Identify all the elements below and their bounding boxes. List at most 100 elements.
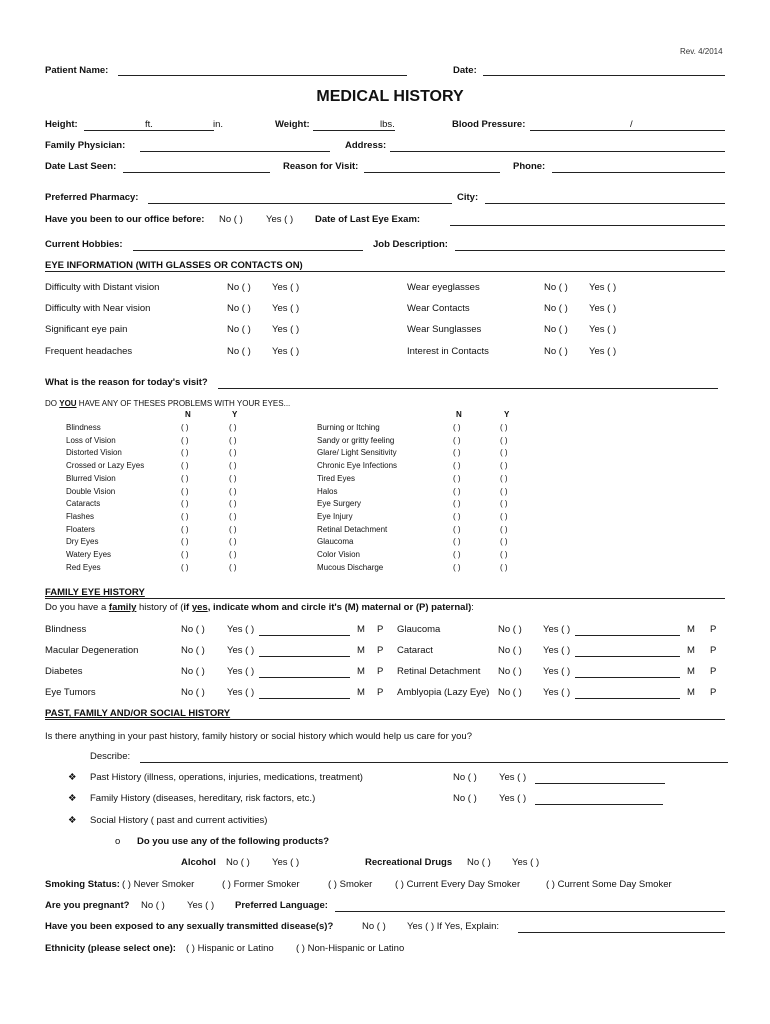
problem-yes-checkbox[interactable]: ( ) [500,448,508,458]
problem-no-checkbox[interactable]: ( ) [181,550,189,559]
problem-yes-checkbox[interactable]: ( ) [229,423,237,432]
maternal-option[interactable]: M [357,645,365,656]
problem-yes-checkbox[interactable]: ( ) [500,486,508,496]
problem-yes-checkbox[interactable]: ( ) [500,537,508,547]
std-yes[interactable]: Yes ( ) If Yes, Explain: [407,921,500,932]
eye-yes-option[interactable]: Yes ( ) [589,324,617,335]
family-no-option[interactable]: No ( ) [498,645,522,656]
reason-for-visit-field[interactable] [364,172,500,173]
family-yes-option[interactable]: Yes ( ) [227,687,255,698]
problem-no-checkbox[interactable]: ( ) [453,448,461,458]
job-field[interactable] [455,250,725,251]
phone-field[interactable] [552,172,725,173]
family-whom-field[interactable] [575,656,680,657]
family-whom-field[interactable] [259,656,350,657]
drugs-no[interactable]: No ( ) [467,857,491,868]
office-before-yes[interactable]: Yes ( ) [266,214,294,225]
problem-no-checkbox[interactable]: ( ) [453,550,461,559]
problem-yes-checkbox[interactable]: ( ) [229,486,237,496]
date-field[interactable] [483,75,725,76]
paternal-option[interactable]: P [377,645,384,656]
problem-no-checkbox[interactable]: ( ) [453,524,461,534]
family-physician-field[interactable] [140,151,330,152]
eye-no-option[interactable]: No ( ) [227,324,251,335]
city-field[interactable] [485,203,725,204]
problem-yes-checkbox[interactable]: ( ) [500,524,508,534]
drugs-yes[interactable]: Yes ( ) [512,857,540,868]
problem-yes-checkbox[interactable]: ( ) [500,423,508,432]
family-whom-field[interactable] [575,677,680,678]
family-whom-field[interactable] [575,698,680,699]
smoking-every-day[interactable]: ( ) Current Every Day Smoker [395,879,521,890]
eye-no-option[interactable]: No ( ) [544,346,568,357]
smoking-never[interactable]: ( ) Never Smoker [122,879,195,890]
weight-field[interactable] [313,130,395,131]
problem-no-checkbox[interactable]: ( ) [181,448,189,458]
alcohol-no[interactable]: No ( ) [226,857,250,868]
paternal-option[interactable]: P [710,645,717,656]
family-history-yes[interactable]: Yes ( ) [499,793,527,804]
family-whom-field[interactable] [259,677,350,678]
family-yes-option[interactable]: Yes ( ) [543,687,571,698]
height-field[interactable] [84,130,214,131]
reason-field[interactable] [218,388,718,389]
problem-no-checkbox[interactable]: ( ) [181,524,189,534]
problem-yes-checkbox[interactable]: ( ) [229,550,237,559]
family-yes-option[interactable]: Yes ( ) [543,624,571,635]
problem-no-checkbox[interactable]: ( ) [453,511,461,521]
paternal-option[interactable]: P [377,624,384,635]
family-whom-field[interactable] [259,698,350,699]
paternal-option[interactable]: P [377,687,384,698]
paternal-option[interactable]: P [710,666,717,677]
family-history-field[interactable] [535,804,663,805]
preferred-pharmacy-field[interactable] [148,203,452,204]
past-history-yes[interactable]: Yes ( ) [499,772,527,783]
family-history-no[interactable]: No ( ) [453,793,477,804]
problem-yes-checkbox[interactable]: ( ) [229,448,237,458]
office-before-no[interactable]: No ( ) [219,214,243,225]
family-no-option[interactable]: No ( ) [181,624,205,635]
problem-no-checkbox[interactable]: ( ) [453,435,461,445]
problem-yes-checkbox[interactable]: ( ) [500,550,508,559]
maternal-option[interactable]: M [357,624,365,635]
eye-no-option[interactable]: No ( ) [227,346,251,357]
problem-no-checkbox[interactable]: ( ) [453,461,461,471]
eye-yes-option[interactable]: Yes ( ) [589,303,617,314]
problem-no-checkbox[interactable]: ( ) [181,499,189,509]
pregnant-yes[interactable]: Yes ( ) [187,900,215,911]
last-eye-exam-field[interactable] [450,225,725,226]
problem-no-checkbox[interactable]: ( ) [453,486,461,496]
problem-yes-checkbox[interactable]: ( ) [229,461,237,471]
problem-yes-checkbox[interactable]: ( ) [229,524,237,534]
family-yes-option[interactable]: Yes ( ) [227,666,255,677]
problem-no-checkbox[interactable]: ( ) [453,499,461,509]
eye-yes-option[interactable]: Yes ( ) [272,303,300,314]
problem-no-checkbox[interactable]: ( ) [181,473,189,483]
problem-no-checkbox[interactable]: ( ) [453,562,461,572]
blood-pressure-field[interactable] [530,130,725,131]
maternal-option[interactable]: M [687,645,695,656]
family-no-option[interactable]: No ( ) [498,666,522,677]
family-yes-option[interactable]: Yes ( ) [543,645,571,656]
smoking-smoker[interactable]: ( ) Smoker [328,879,373,890]
problem-yes-checkbox[interactable]: ( ) [500,435,508,445]
family-yes-option[interactable]: Yes ( ) [227,645,255,656]
problem-yes-checkbox[interactable]: ( ) [229,473,237,483]
eye-yes-option[interactable]: Yes ( ) [272,324,300,335]
problem-no-checkbox[interactable]: ( ) [181,511,189,521]
problem-no-checkbox[interactable]: ( ) [181,486,189,496]
eye-no-option[interactable]: No ( ) [227,282,251,293]
family-yes-option[interactable]: Yes ( ) [227,624,255,635]
problem-no-checkbox[interactable]: ( ) [181,423,189,432]
ethnicity-non-hispanic[interactable]: ( ) Non-Hispanic or Latino [296,943,405,954]
ethnicity-hispanic[interactable]: ( ) Hispanic or Latino [186,943,274,954]
maternal-option[interactable]: M [357,666,365,677]
eye-no-option[interactable]: No ( ) [544,282,568,293]
problem-no-checkbox[interactable]: ( ) [453,537,461,547]
smoking-some-day[interactable]: ( ) Current Some Day Smoker [546,879,672,890]
pregnant-no[interactable]: No ( ) [141,900,165,911]
family-whom-field[interactable] [259,635,350,636]
eye-yes-option[interactable]: Yes ( ) [589,282,617,293]
problem-no-checkbox[interactable]: ( ) [181,435,189,445]
problem-no-checkbox[interactable]: ( ) [181,537,189,547]
